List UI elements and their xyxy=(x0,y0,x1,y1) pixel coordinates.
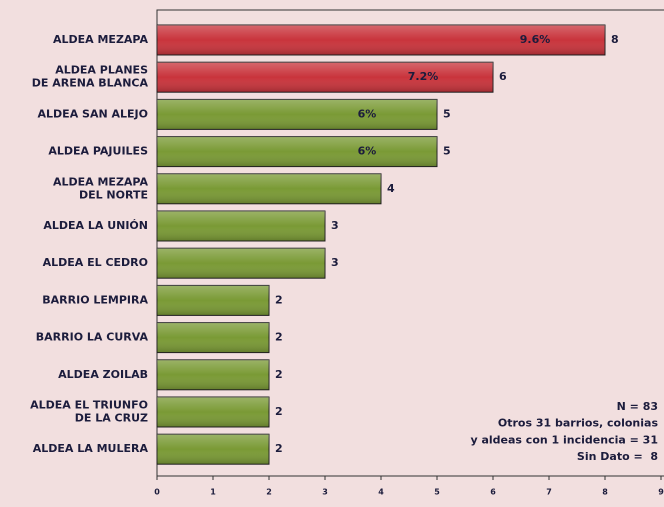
category-label: ALDEA MEZAPA DEL NORTE xyxy=(53,175,149,201)
value-label: 2 xyxy=(275,442,283,455)
percent-label: 9.6% xyxy=(520,33,551,46)
category-label: ALDEA PLANES DE ARENA BLANCA xyxy=(32,64,149,90)
note: Sin Dato = 8 xyxy=(577,450,658,463)
value-label: 5 xyxy=(443,107,451,120)
category-label: ALDEA SAN ALEJO xyxy=(38,107,148,120)
note: Otros 31 barrios, colonias xyxy=(498,417,659,430)
percent-label: 7.2% xyxy=(408,70,439,83)
x-tick-label: 8 xyxy=(602,488,608,497)
category-label: ALDEA EL CEDRO xyxy=(43,256,148,269)
category-label: ALDEA LA UNIÓN xyxy=(43,219,148,232)
value-label: 5 xyxy=(443,145,451,158)
x-tick-label: 1 xyxy=(210,488,216,497)
x-tick-label: 9 xyxy=(658,488,664,497)
bar-shade xyxy=(157,62,493,93)
plot-area xyxy=(156,9,664,477)
bar-shade xyxy=(157,285,269,316)
bar-shade xyxy=(157,211,325,241)
value-label: 2 xyxy=(275,405,283,418)
percent-label: 6% xyxy=(358,145,377,158)
value-label: 8 xyxy=(611,33,619,46)
note: N = 83 xyxy=(617,400,658,413)
x-tick-label: 0 xyxy=(154,488,160,497)
x-tick-label: 2 xyxy=(266,488,272,497)
bar-shade xyxy=(157,248,325,279)
bar-shade xyxy=(157,99,437,130)
category-label: BARRIO LEMPIRA xyxy=(42,293,148,306)
value-label: 6 xyxy=(499,70,507,83)
bar-shade xyxy=(157,359,269,390)
bar-shade xyxy=(157,136,437,167)
value-label: 3 xyxy=(331,219,339,232)
value-label: 3 xyxy=(331,256,339,269)
bar-shade xyxy=(157,434,269,465)
value-label: 4 xyxy=(387,182,395,195)
x-tick-label: 7 xyxy=(546,488,552,497)
value-label: 2 xyxy=(275,331,283,344)
bar-shade xyxy=(157,397,269,427)
value-label: 2 xyxy=(275,368,283,381)
bar-shade xyxy=(157,173,381,204)
value-label: 2 xyxy=(275,293,283,306)
category-label: ALDEA PAJUILES xyxy=(48,145,148,158)
bar-shade xyxy=(157,322,269,353)
x-tick-label: 5 xyxy=(434,488,440,497)
x-tick-label: 6 xyxy=(490,488,496,497)
category-label: BARRIO LA CURVA xyxy=(36,331,149,344)
x-tick-label: 4 xyxy=(378,488,384,497)
category-label: ALDEA EL TRIUNFO DE LA CRUZ xyxy=(30,399,148,425)
bar-shade xyxy=(157,25,605,55)
category-label: ALDEA ZOILAB xyxy=(58,368,148,381)
category-label: ALDEA MEZAPA xyxy=(53,33,149,46)
category-label: ALDEA LA MULERA xyxy=(33,442,149,455)
note: y aldeas con 1 incidencia = 31 xyxy=(470,433,658,446)
percent-label: 6% xyxy=(358,107,377,120)
x-tick-label: 3 xyxy=(322,488,328,497)
